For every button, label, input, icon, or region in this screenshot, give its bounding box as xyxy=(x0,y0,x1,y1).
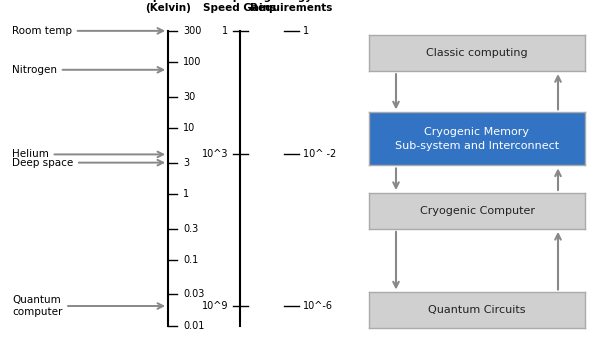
Text: 1: 1 xyxy=(303,26,309,36)
Text: 0.03: 0.03 xyxy=(183,289,205,299)
Text: Helium: Helium xyxy=(12,150,163,159)
Text: 300: 300 xyxy=(183,26,202,36)
Text: 10^ -2: 10^ -2 xyxy=(303,150,336,159)
Text: Classic computing: Classic computing xyxy=(426,48,528,58)
Text: Temperature
(Kelvin): Temperature (Kelvin) xyxy=(130,0,206,13)
Text: Energy
Requirements: Energy Requirements xyxy=(250,0,332,13)
Text: Room temp: Room temp xyxy=(12,26,163,36)
Text: 1: 1 xyxy=(183,189,189,199)
Text: 30: 30 xyxy=(183,92,195,102)
Text: Quantum Circuits: Quantum Circuits xyxy=(428,305,526,316)
Text: 10^3: 10^3 xyxy=(202,150,228,159)
Text: 1: 1 xyxy=(222,26,228,36)
Text: Nitrogen: Nitrogen xyxy=(12,65,163,75)
Text: Deep space: Deep space xyxy=(12,158,163,168)
Text: 0.3: 0.3 xyxy=(183,224,198,234)
Text: 10^9: 10^9 xyxy=(202,301,228,311)
Text: 100: 100 xyxy=(183,57,202,67)
Text: Cryogenic Memory
Sub-system and Interconnect: Cryogenic Memory Sub-system and Intercon… xyxy=(395,127,559,151)
Text: 10^-6: 10^-6 xyxy=(303,301,333,311)
Text: Computing
Speed Gains: Computing Speed Gains xyxy=(203,0,277,13)
Text: 3: 3 xyxy=(183,158,189,168)
Text: 10: 10 xyxy=(183,123,195,133)
Text: 0.01: 0.01 xyxy=(183,321,205,331)
Text: Cryogenic Computer: Cryogenic Computer xyxy=(419,206,535,216)
Text: Quantum
computer: Quantum computer xyxy=(12,295,163,317)
Text: 0.1: 0.1 xyxy=(183,255,198,265)
